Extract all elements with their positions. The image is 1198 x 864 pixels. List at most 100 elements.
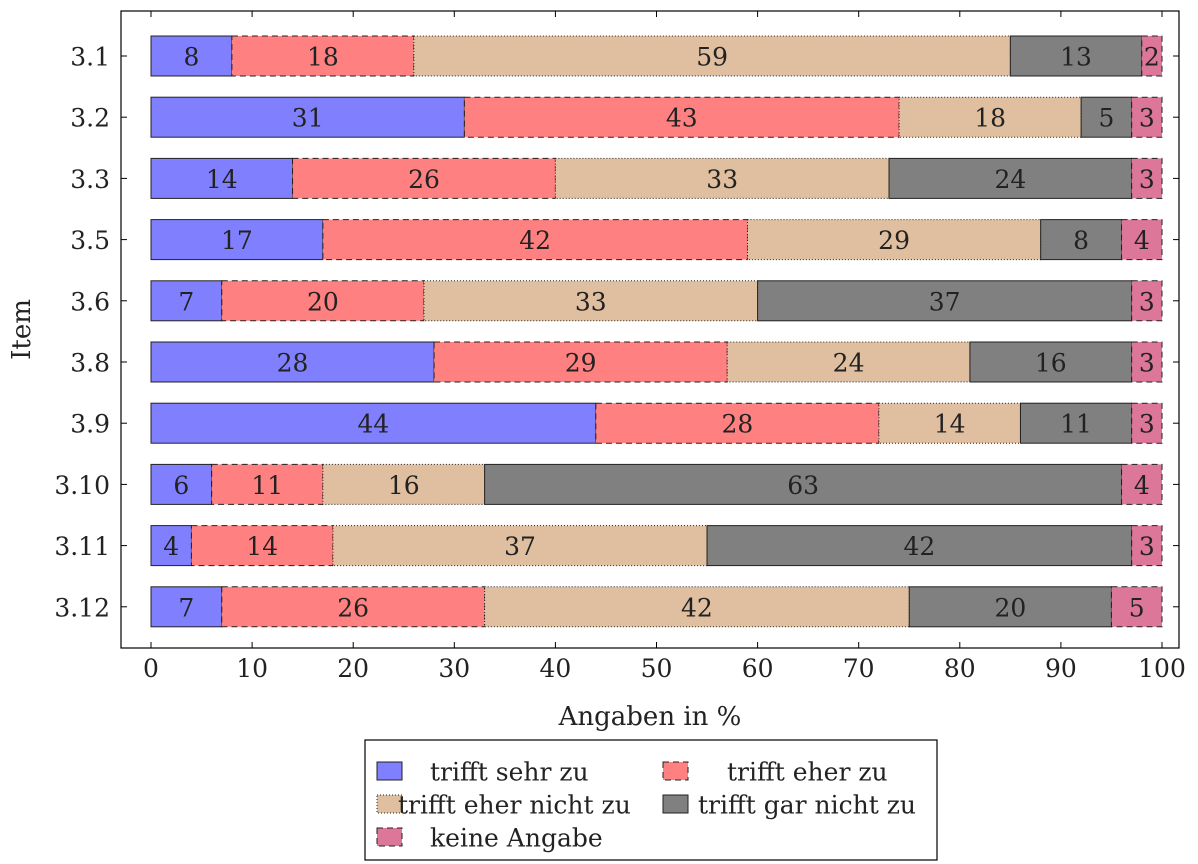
x-tick-label: 40 (539, 654, 571, 683)
data-label: 24 (833, 349, 865, 378)
bar-segment (1121, 219, 1163, 261)
data-label: 37 (504, 532, 536, 561)
bar-segment (221, 586, 486, 628)
category-label: 3.11 (54, 532, 110, 561)
data-label: 2 (1144, 43, 1160, 72)
bar-segment (1131, 96, 1163, 138)
data-label: 13 (1060, 43, 1092, 72)
bar-segment (888, 157, 1133, 199)
x-tick-label: 30 (438, 654, 470, 683)
data-label: 5 (1098, 104, 1114, 133)
data-label: 3 (1139, 532, 1155, 561)
legend-swatch (662, 761, 689, 781)
x-tick-label: 0 (143, 654, 159, 683)
data-label: 29 (565, 349, 597, 378)
bar-segment (150, 463, 213, 505)
data-label: 44 (358, 410, 390, 439)
x-tick-label: 90 (1045, 654, 1077, 683)
data-label: 16 (1035, 349, 1067, 378)
category-label: 3.6 (70, 287, 110, 316)
bar-segment (1110, 586, 1163, 628)
data-label: 17 (221, 226, 253, 255)
data-label: 11 (1060, 410, 1092, 439)
x-tick-label: 10 (236, 654, 268, 683)
x-tick-label: 70 (843, 654, 875, 683)
category-label: 3.12 (54, 593, 110, 622)
legend-swatch (376, 794, 403, 814)
data-label: 43 (666, 104, 698, 133)
axes-layer: 3.1 3.2 3.3 3.5 3.6 3.8 3.9 3.10 3.11 3.12 0 10 20 30… (7, 10, 1186, 732)
data-label: 7 (178, 593, 194, 622)
bar-segment (1040, 219, 1123, 261)
legend: trifft sehr zu trifft eher zu trifft eher … (364, 739, 938, 861)
bar-segment (231, 35, 415, 77)
bar-segment (1141, 35, 1163, 77)
data-label: 33 (706, 165, 738, 194)
bar-segment (423, 280, 759, 322)
bar-segment (332, 525, 708, 567)
data-label: 3 (1139, 104, 1155, 133)
legend-swatch (376, 827, 403, 847)
data-label: 16 (388, 471, 420, 500)
bar-segment (1131, 402, 1163, 444)
data-label: 29 (878, 226, 910, 255)
bar-segment (150, 96, 465, 138)
data-label: 26 (408, 165, 440, 194)
data-label: 42 (681, 593, 713, 622)
bar-segment (150, 280, 223, 322)
x-tick-label: 20 (337, 654, 369, 683)
legend-box (364, 739, 938, 861)
bar-segment (908, 586, 1112, 628)
data-label: 28 (277, 349, 309, 378)
legend-label: trifft sehr zu (430, 758, 589, 787)
bar-segment (484, 463, 1123, 505)
data-label: 26 (337, 593, 369, 622)
bar-segment (190, 525, 334, 567)
bar-segment (1131, 157, 1163, 199)
bar-segment (1131, 525, 1163, 567)
data-label: 14 (246, 532, 278, 561)
bar-segment (150, 35, 233, 77)
legend-label: trifft eher zu (727, 758, 888, 787)
data-label: 4 (1134, 471, 1150, 500)
x-tick-label: 60 (742, 654, 774, 683)
legend-label: keine Angabe (430, 824, 603, 853)
bar-segment (221, 280, 425, 322)
x-axis-label: Angaben in % (558, 702, 742, 732)
data-label: 18 (974, 104, 1006, 133)
bar-segment (726, 341, 971, 383)
x-tick-label: 100 (1138, 654, 1186, 683)
data-label: 4 (163, 532, 179, 561)
data-label: 8 (183, 43, 199, 72)
data-label: 14 (206, 165, 238, 194)
category-label: 3.10 (54, 471, 110, 500)
bar-segment (554, 157, 890, 199)
x-tick-label: 80 (944, 654, 976, 683)
data-label: 4 (1134, 226, 1150, 255)
bar-segment (757, 280, 1133, 322)
data-label: 18 (307, 43, 339, 72)
data-label: 3 (1139, 165, 1155, 194)
bar-segment (150, 586, 223, 628)
category-label: 3.5 (70, 226, 110, 255)
data-label: 14 (934, 410, 966, 439)
category-label: 3.9 (70, 410, 110, 439)
bar-segment (150, 402, 597, 444)
x-tick-label: 50 (641, 654, 673, 683)
data-label: 8 (1073, 226, 1089, 255)
data-label: 28 (721, 410, 753, 439)
bar-segment (878, 402, 1021, 444)
bar-segment (484, 586, 910, 628)
category-label: 3.1 (70, 43, 110, 72)
data-label: 42 (519, 226, 551, 255)
bars-layer: 8 18 59 13 231 43 18 5 314 26 33 24 317 42 29 8 47 20 33 37… (150, 35, 1163, 628)
bar-segment (595, 402, 880, 444)
bar-segment (746, 219, 1042, 261)
data-label: 20 (307, 287, 339, 316)
data-label: 31 (292, 104, 324, 133)
bar-segment (1009, 35, 1143, 77)
legend-label: trifft gar nicht zu (698, 791, 916, 820)
data-label: 42 (903, 532, 935, 561)
bar-segment (150, 157, 294, 199)
